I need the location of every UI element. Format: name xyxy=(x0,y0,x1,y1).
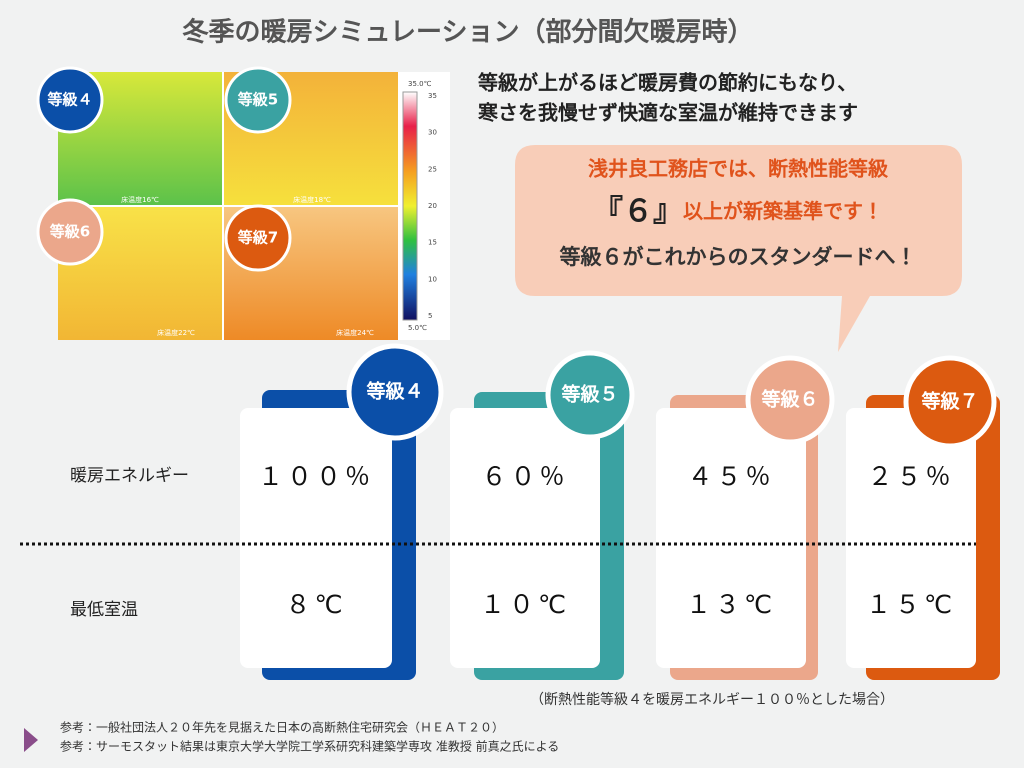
lead-text: 等級が上がるほど暖房費の節約にもなり、 xyxy=(478,71,857,95)
badge-label: 等級6 xyxy=(50,223,90,241)
grade-badge xyxy=(346,343,444,441)
callout-text-rest: 以上が新築基準です！ xyxy=(683,199,883,223)
badge-label: 等級４ xyxy=(47,91,92,109)
temp-value: １５℃ xyxy=(866,590,956,619)
title: 冬季の暖房シミュレーション（部分間欠暖房時） xyxy=(182,17,754,48)
badge-label: 等級7 xyxy=(238,229,278,247)
card xyxy=(846,408,976,668)
grade-badge xyxy=(903,355,997,449)
color-scale xyxy=(402,91,418,321)
scale-tick-label: 15 xyxy=(428,239,437,247)
badge xyxy=(36,198,104,266)
temp-value: ８℃ xyxy=(285,590,346,619)
grade-cards: 等級４ １００％ ８℃ 等級５ ６０％ １０℃ 等級６ ４５％ １３℃ 等級７ ２５％ １５℃ xyxy=(240,343,1000,680)
temp-value: １０℃ xyxy=(480,590,570,619)
row-label: 暖房エネルギー xyxy=(70,466,189,486)
card xyxy=(656,408,806,668)
energy-value: １００％ xyxy=(258,462,374,491)
thermal-group: 35 30 25 20 15 10 5 等級４ 床温度16℃ 等級5 床温度18℃ 等級6 床温度22℃… xyxy=(36,66,437,337)
badge xyxy=(36,66,104,134)
reference: 参考：サーモスタット結果は東京大学大学院工学系研究科建築学専攻 准教授 前真之氏… xyxy=(60,739,559,754)
floor-temp: 床温度24℃ xyxy=(336,328,374,337)
card xyxy=(240,408,392,668)
grade-label: 等級４ xyxy=(365,380,423,403)
grade-label: 等級５ xyxy=(560,383,618,406)
grade-badge xyxy=(745,355,835,445)
row-label: 最低室温 xyxy=(70,600,138,620)
reference: 参考：一般社団法人２０年先を見据えた日本の高断熱住宅研究会（ＨＥＡＴ２０） xyxy=(60,720,504,735)
scale-min: 5.0℃ xyxy=(408,324,427,332)
badge xyxy=(224,204,292,272)
scale-tick-label: 20 xyxy=(428,202,437,210)
scale-tick-label: 35 xyxy=(428,92,437,100)
energy-value: ４５％ xyxy=(687,462,774,491)
temp-value: １３℃ xyxy=(686,590,776,619)
ref-marker xyxy=(24,728,38,752)
grade-label: 等級６ xyxy=(760,388,818,411)
scale-tick-label: 5 xyxy=(428,312,432,320)
callout-emphasis: 『６』 xyxy=(593,194,683,229)
floor-temp: 床温度18℃ xyxy=(293,195,331,204)
callout-bubble xyxy=(515,145,962,352)
callout-text: 浅井良工務店では、断熱性能等級 xyxy=(588,157,889,181)
energy-value: ６０％ xyxy=(481,462,568,491)
grade-badge xyxy=(545,350,635,440)
badge xyxy=(224,66,292,134)
scale-tick-label: 30 xyxy=(428,129,437,137)
footnote: （断熱性能等級４を暖房エネルギー１００％とした場合） xyxy=(530,691,894,708)
grade-label: 等級７ xyxy=(920,390,978,413)
scale-max: 35.0℃ xyxy=(408,80,432,88)
callout-text: 『６』以上が新築基準です！ xyxy=(593,194,883,229)
floor-temp: 床温度22℃ xyxy=(157,328,195,337)
card xyxy=(450,408,600,668)
callout-text: 等級６がこれからのスタンダードへ！ xyxy=(560,245,917,269)
scale-tick-label: 10 xyxy=(428,275,437,283)
scale-tick-label: 25 xyxy=(428,165,437,173)
floor-temp: 床温度16℃ xyxy=(121,195,159,204)
lead-text: 寒さを我慢せず快適な室温が維持できます xyxy=(477,101,858,125)
badge-label: 等級5 xyxy=(238,91,278,109)
energy-value: ２５％ xyxy=(867,462,954,491)
